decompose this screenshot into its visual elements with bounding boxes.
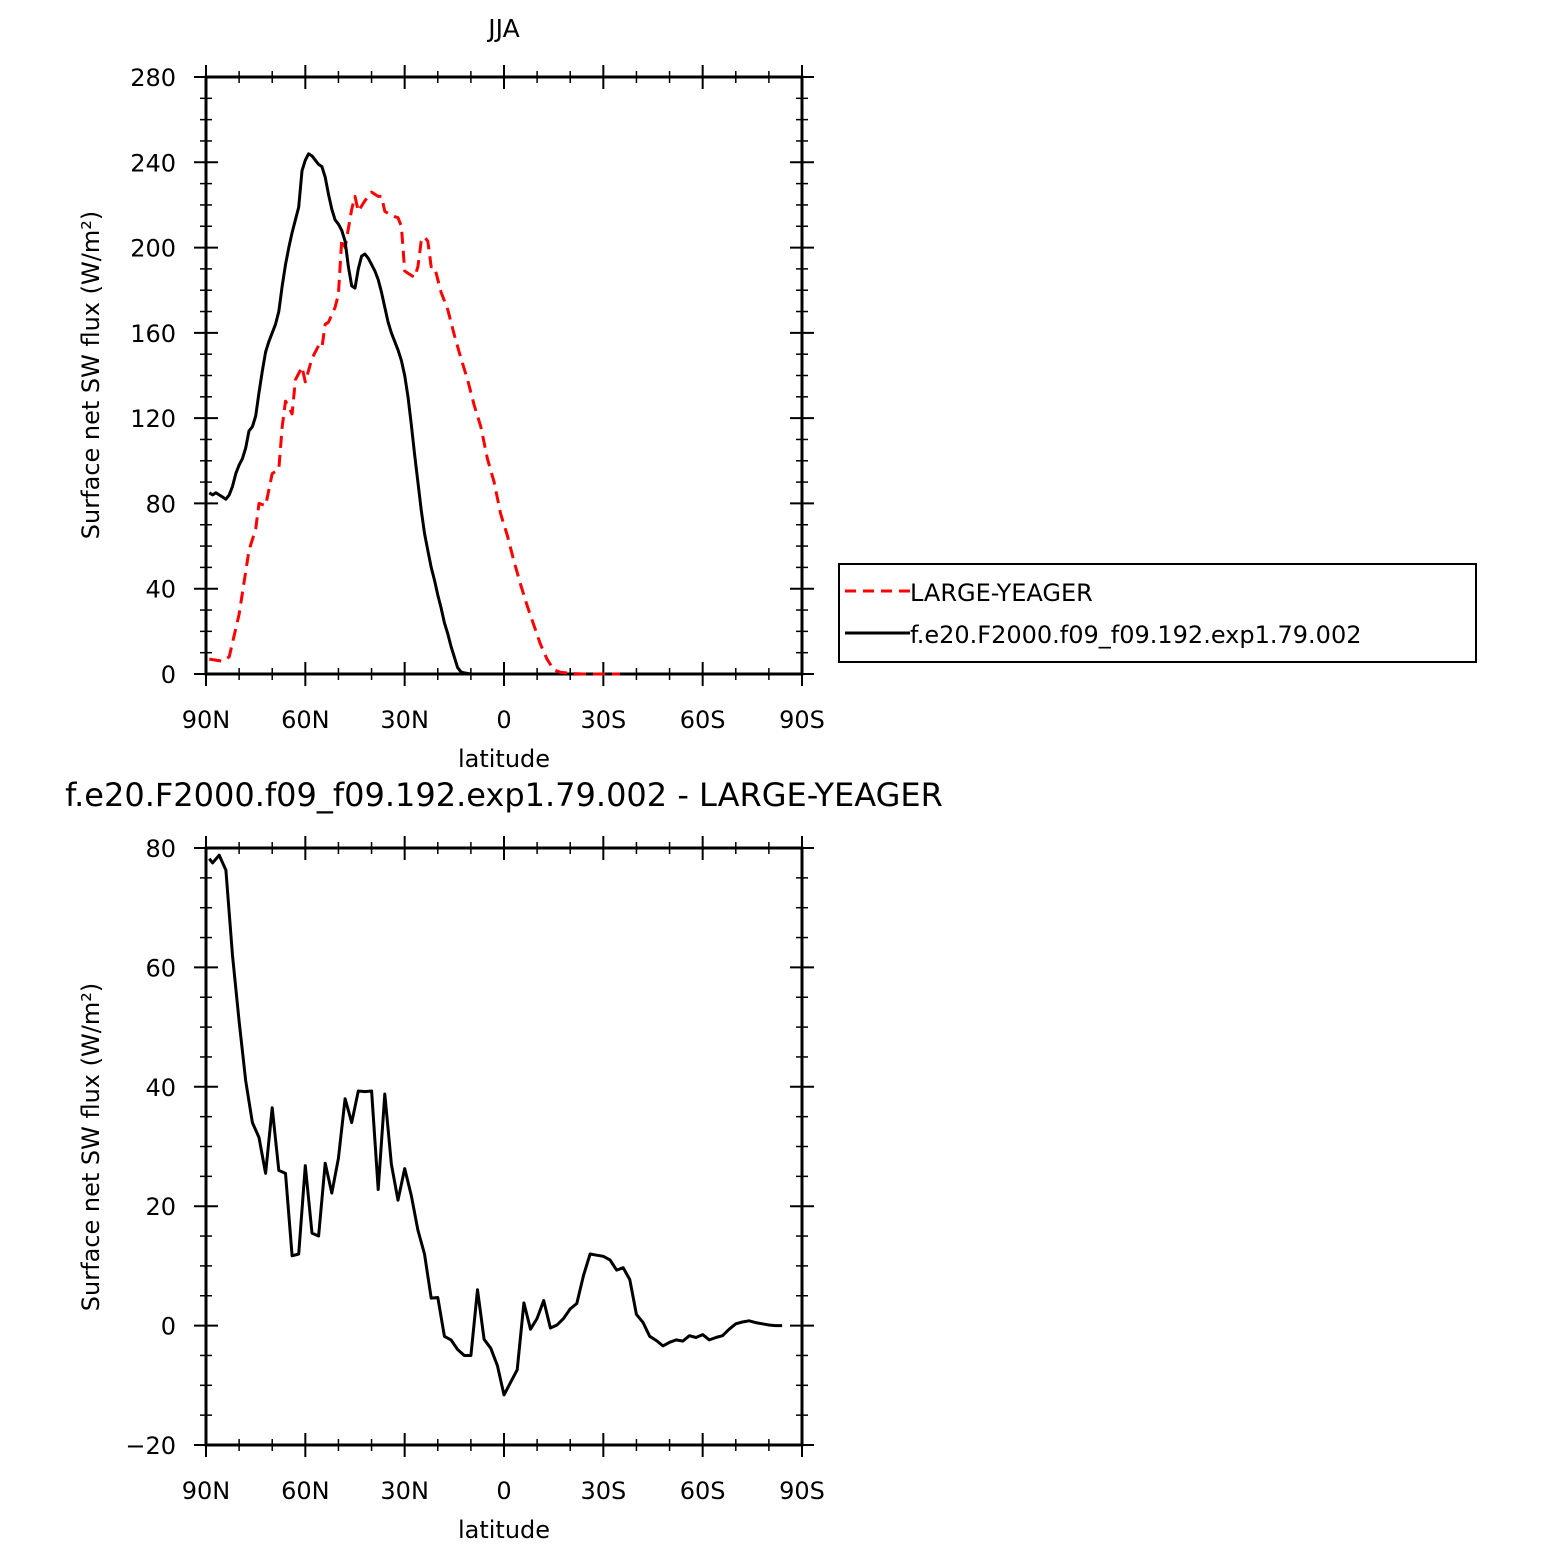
bottom-y-tick-label: 80: [145, 835, 176, 863]
bottom-x-tick-label: 90N: [182, 1477, 231, 1505]
top-x-tick-label: 0: [496, 706, 511, 734]
top-x-tick-label: 60S: [680, 706, 726, 734]
bottom-series: [208, 853, 783, 1397]
bottom-ticks: −20 0 20 40 60 80 90N 60N 30N 0 30S 60S 90S: [125, 835, 825, 1505]
top-y-tick-label: 0: [161, 661, 176, 689]
bottom-y-tick-label: 0: [161, 1313, 176, 1341]
bottom-y-axis-label: Surface net SW flux (W/m²): [77, 983, 105, 1311]
top-y-tick-label: 240: [130, 149, 176, 177]
bottom-x-tick-label: 30N: [380, 1477, 429, 1505]
top-y-tick-label: 200: [130, 235, 176, 263]
top-x-tick-label: 90S: [779, 706, 825, 734]
top-series-line-0: [209, 190, 620, 676]
top-panel: JJA 0 40 80 120 160 200 240 280 90N 60N 30N 0 30S 60S…: [77, 14, 1477, 773]
bottom-plot-frame: [204, 846, 804, 1447]
top-x-tick-label: 30N: [380, 706, 429, 734]
top-ticks: 0 40 80 120 160 200 240 280 90N 60N 30N 0 30S 60S 90S: [130, 64, 825, 734]
bottom-y-tick-label: 40: [145, 1074, 176, 1102]
top-x-axis-label: latitude: [458, 745, 550, 773]
top-y-tick-label: 160: [130, 320, 176, 348]
bottom-x-tick-label: 60S: [680, 1477, 726, 1505]
bottom-chart-title: f.e20.F2000.f09_f09.192.exp1.79.002 - LA…: [65, 776, 943, 814]
bottom-x-axis-label: latitude: [458, 1516, 550, 1544]
bottom-y-tick-label: −20: [125, 1432, 176, 1460]
bottom-series-line-0: [208, 853, 783, 1397]
legend-label-model: f.e20.F2000.f09_f09.192.exp1.79.002: [910, 621, 1361, 649]
top-x-tick-label: 90N: [182, 706, 231, 734]
top-plot-frame: [204, 75, 804, 676]
top-x-tick-label: 30S: [580, 706, 626, 734]
bottom-y-tick-label: 60: [145, 954, 176, 982]
bottom-x-tick-label: 30S: [580, 1477, 626, 1505]
top-y-axis-label: Surface net SW flux (W/m²): [77, 211, 105, 539]
legend: LARGE-YEAGER f.e20.F2000.f09_f09.192.exp…: [838, 563, 1477, 663]
top-chart-title: JJA: [486, 14, 519, 43]
top-y-tick-label: 80: [145, 490, 176, 518]
bottom-x-tick-label: 0: [496, 1477, 511, 1505]
bottom-y-tick-label: 20: [145, 1193, 176, 1221]
bottom-x-tick-label: 60N: [281, 1477, 330, 1505]
bottom-x-tick-label: 90S: [779, 1477, 825, 1505]
top-series-line-1: [208, 152, 488, 676]
bottom-panel: f.e20.F2000.f09_f09.192.exp1.79.002 - LA…: [65, 776, 943, 1544]
top-y-tick-label: 120: [130, 405, 176, 433]
legend-box: [838, 563, 1477, 663]
legend-label-large-yeager: LARGE-YEAGER: [910, 579, 1093, 607]
top-y-tick-label: 280: [130, 64, 176, 92]
top-series: [208, 152, 620, 676]
top-x-tick-label: 60N: [281, 706, 330, 734]
top-y-tick-label: 40: [145, 576, 176, 604]
